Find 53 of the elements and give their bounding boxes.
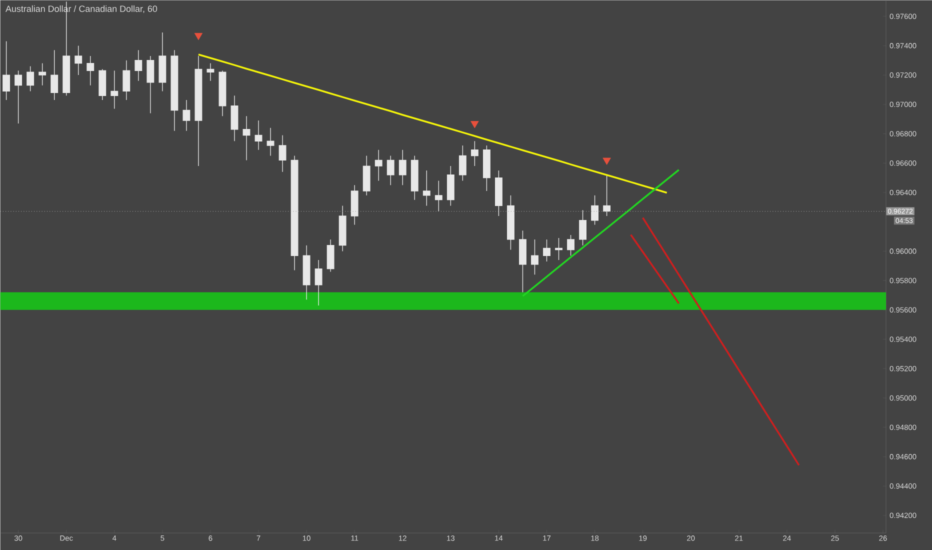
candlestick <box>14 70 22 124</box>
candlestick <box>146 56 154 114</box>
candlestick <box>134 50 142 82</box>
candlestick <box>519 230 526 293</box>
candlestick <box>326 239 334 272</box>
candlestick <box>350 184 358 226</box>
candlestick <box>278 134 286 172</box>
candlestick <box>290 155 298 271</box>
candlestick <box>434 180 442 212</box>
candlestick <box>74 45 82 76</box>
candlestick <box>230 95 238 142</box>
point <box>470 121 479 128</box>
point <box>194 32 203 40</box>
candlestick <box>98 68 106 100</box>
candlestick <box>531 239 538 276</box>
candlestick <box>567 234 574 256</box>
candlestick <box>543 239 550 262</box>
candlestick <box>338 205 346 252</box>
line-series <box>630 234 680 304</box>
candlestick <box>470 140 478 166</box>
candlestick <box>494 170 502 216</box>
point <box>602 158 611 165</box>
candlestick <box>194 56 202 166</box>
candlestick <box>410 155 418 200</box>
candlestick <box>170 50 178 132</box>
line-series <box>522 168 680 298</box>
candlestick <box>26 66 34 92</box>
candlestick <box>206 62 214 82</box>
candlestick <box>302 244 310 300</box>
candlestick <box>374 150 382 182</box>
candlestick <box>254 120 262 150</box>
candlestick <box>507 195 514 250</box>
candlestick <box>314 260 322 306</box>
candlestick <box>86 56 94 86</box>
candlestick <box>218 70 226 116</box>
candlestick <box>458 145 466 182</box>
candlestick <box>482 145 490 192</box>
candlestick <box>579 210 586 246</box>
candlestick <box>266 128 274 156</box>
candlestick <box>122 60 130 100</box>
candlestick <box>362 155 370 196</box>
candlestick <box>2 40 10 100</box>
candlestick <box>158 32 166 92</box>
candlestick <box>386 155 394 186</box>
candlestick <box>398 150 406 186</box>
candlestick <box>242 116 250 161</box>
line-series <box>198 54 668 194</box>
line-series <box>642 216 800 466</box>
candlestick <box>591 195 598 226</box>
candlestick <box>422 170 430 206</box>
candlestick <box>446 166 454 206</box>
candlestick <box>50 50 58 100</box>
candlestick <box>182 100 190 132</box>
